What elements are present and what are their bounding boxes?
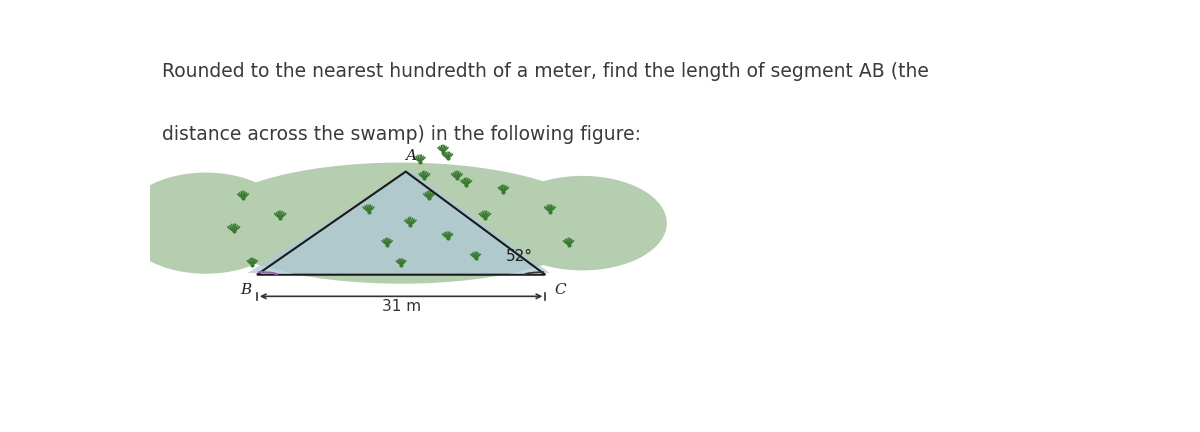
Text: 31 m: 31 m bbox=[382, 299, 421, 314]
Ellipse shape bbox=[499, 177, 666, 270]
Ellipse shape bbox=[206, 163, 596, 283]
Text: 52°: 52° bbox=[505, 249, 533, 264]
Polygon shape bbox=[247, 170, 550, 273]
Text: distance across the swamp) in the following figure:: distance across the swamp) in the follow… bbox=[162, 125, 641, 144]
Text: B: B bbox=[240, 283, 252, 297]
Text: C: C bbox=[554, 283, 566, 297]
Text: Rounded to the nearest hundredth of a meter, find the length of segment AB (the: Rounded to the nearest hundredth of a me… bbox=[162, 62, 929, 81]
Text: A: A bbox=[404, 149, 416, 163]
Ellipse shape bbox=[122, 173, 289, 273]
